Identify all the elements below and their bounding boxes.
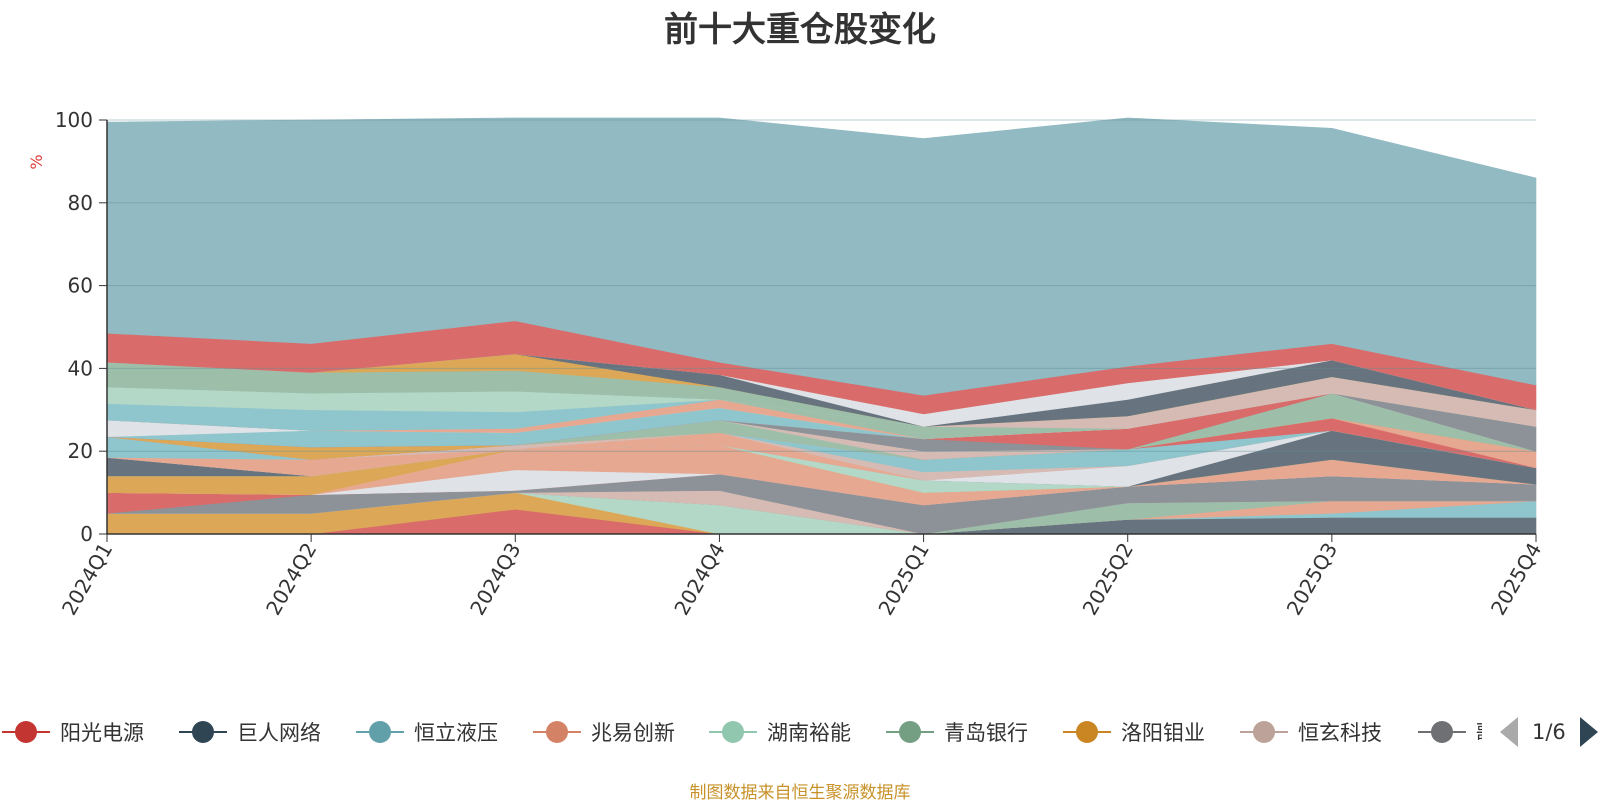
- legend: 阳光电源 巨人网络 恒立液压 兆易创新 湖南裕能 青岛银行 洛阳钼业 恒玄科技 歌尔股份 1/6: [0, 712, 1600, 752]
- x-tick-label: 2025Q1: [873, 539, 933, 620]
- legend-item[interactable]: 巨人网络: [179, 712, 321, 752]
- legend-prev-page-icon[interactable]: [1500, 717, 1518, 747]
- y-tick-label: 80: [68, 191, 93, 215]
- source-note: 制图数据来自恒生聚源数据库: [689, 783, 911, 803]
- y-tick-label: 0: [80, 522, 93, 546]
- legend-marker-icon: [533, 718, 581, 746]
- grid-layer: [107, 119, 1536, 452]
- legend-label: 恒玄科技: [1298, 721, 1382, 745]
- legend-label: 兆易创新: [591, 721, 675, 745]
- legend-item[interactable]: 青岛银行: [886, 712, 1028, 752]
- chart-title: 前十大重仓股变化: [664, 10, 936, 50]
- series-layer: [106, 117, 1537, 535]
- legend-label: 恒立液压: [414, 721, 498, 745]
- legend-page-indicator: 1/6: [1532, 720, 1566, 744]
- x-tick-label: 2025Q3: [1282, 539, 1342, 620]
- x-tick-label: 2025Q4: [1486, 539, 1546, 620]
- legend-marker-icon: [1063, 718, 1111, 746]
- legend-item[interactable]: 阳光电源: [2, 712, 144, 752]
- x-tick-label: 2024Q4: [669, 539, 729, 620]
- y-tick-label: 20: [68, 439, 93, 463]
- y-axis-unit: %: [27, 154, 46, 169]
- legend-label: 阳光电源: [60, 721, 144, 745]
- legend-pager: 1/6: [1500, 712, 1598, 752]
- legend-marker-icon: [356, 718, 404, 746]
- x-tick-label: 2025Q2: [1078, 539, 1138, 620]
- legend-label: 洛阳钼业: [1121, 721, 1205, 745]
- legend-item[interactable]: 湖南裕能: [709, 712, 851, 752]
- y-tick-label: 40: [68, 356, 93, 380]
- legend-item[interactable]: 兆易创新: [533, 712, 675, 752]
- legend-item[interactable]: 恒立液压: [356, 712, 498, 752]
- legend-next-page-icon[interactable]: [1579, 717, 1598, 747]
- x-tick-label: 2024Q1: [57, 539, 117, 620]
- legend-marker-icon: [2, 718, 50, 746]
- y-tick-label: 60: [68, 274, 93, 298]
- legend-label: 巨人网络: [237, 721, 321, 745]
- legend-marker-icon: [1240, 718, 1288, 746]
- x-tick-label: 2024Q3: [465, 539, 525, 620]
- legend-marker-icon: [709, 718, 757, 746]
- legend-marker-icon: [886, 718, 934, 746]
- legend-marker-icon: [179, 718, 227, 746]
- x-tick-label: 2024Q2: [261, 539, 321, 620]
- legend-marker-icon: [1418, 718, 1466, 746]
- legend-item[interactable]: 洛阳钼业: [1063, 712, 1205, 752]
- legend-label: 湖南裕能: [767, 721, 851, 745]
- legend-items: 阳光电源 巨人网络 恒立液压 兆易创新 湖南裕能 青岛银行 洛阳钼业 恒玄科技 歌尔股份: [0, 712, 1482, 752]
- legend-label: 青岛银行: [944, 721, 1028, 745]
- y-tick-label: 100: [55, 108, 93, 132]
- legend-label: 歌尔股份: [1476, 717, 1482, 747]
- legend-item[interactable]: 歌尔股份: [1418, 712, 1482, 752]
- area-series-38: [106, 117, 1537, 396]
- legend-item[interactable]: 恒玄科技: [1240, 712, 1382, 752]
